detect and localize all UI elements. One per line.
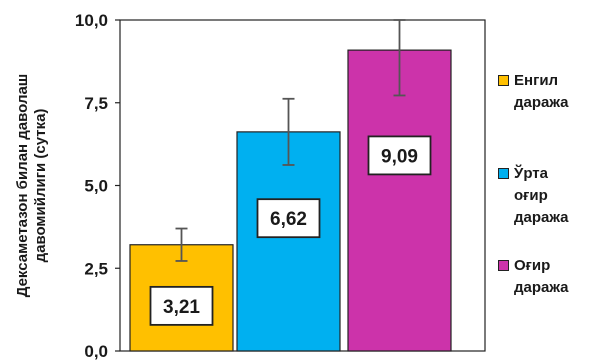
data-label: 6,62 — [270, 209, 307, 230]
legend-label-severe-line2: даража — [514, 279, 569, 296]
legend-item-moderate: Ўрта оғир даража — [498, 163, 590, 229]
data-label: 3,21 — [163, 297, 200, 318]
y-axis-label-line-2: давомийлиги (сутка) — [32, 109, 49, 263]
y-tick-label: 7,5 — [84, 94, 108, 113]
legend-swatch-moderate — [498, 168, 509, 179]
data-label-box — [367, 135, 432, 176]
legend-item-mild: Енгил даража — [498, 70, 590, 114]
plot-area: 0,0 2,5 5,0 7,5 10,0 3,21 6,62 9,09 — [75, 11, 486, 360]
data-label: 9,09 — [381, 146, 418, 167]
legend-item-severe: Оғир даража — [498, 255, 590, 299]
legend-swatch-severe — [498, 260, 509, 271]
legend-label-moderate-line3: даража — [514, 209, 569, 226]
y-tick-label: 0,0 — [84, 342, 108, 360]
data-label-box — [149, 285, 214, 326]
data-label-box — [256, 198, 321, 239]
y-axis-label-line-1: Дексаметазон билан даволаш — [14, 74, 31, 298]
y-tick-label: 2,5 — [84, 259, 108, 278]
legend-label-mild-line1: Енгил — [514, 72, 559, 89]
bar — [236, 131, 341, 352]
legend-label-mild-line2: даража — [514, 94, 569, 111]
y-tick-label: 5,0 — [84, 177, 108, 196]
y-tick-label: 10,0 — [75, 11, 108, 30]
legend-label-moderate-line1: Ўрта — [514, 165, 548, 182]
legend-label-severe-line1: Оғир — [514, 257, 551, 274]
legend-swatch-mild — [498, 75, 509, 86]
legend-label-moderate-line2: оғир — [514, 187, 548, 204]
bar — [347, 49, 452, 352]
